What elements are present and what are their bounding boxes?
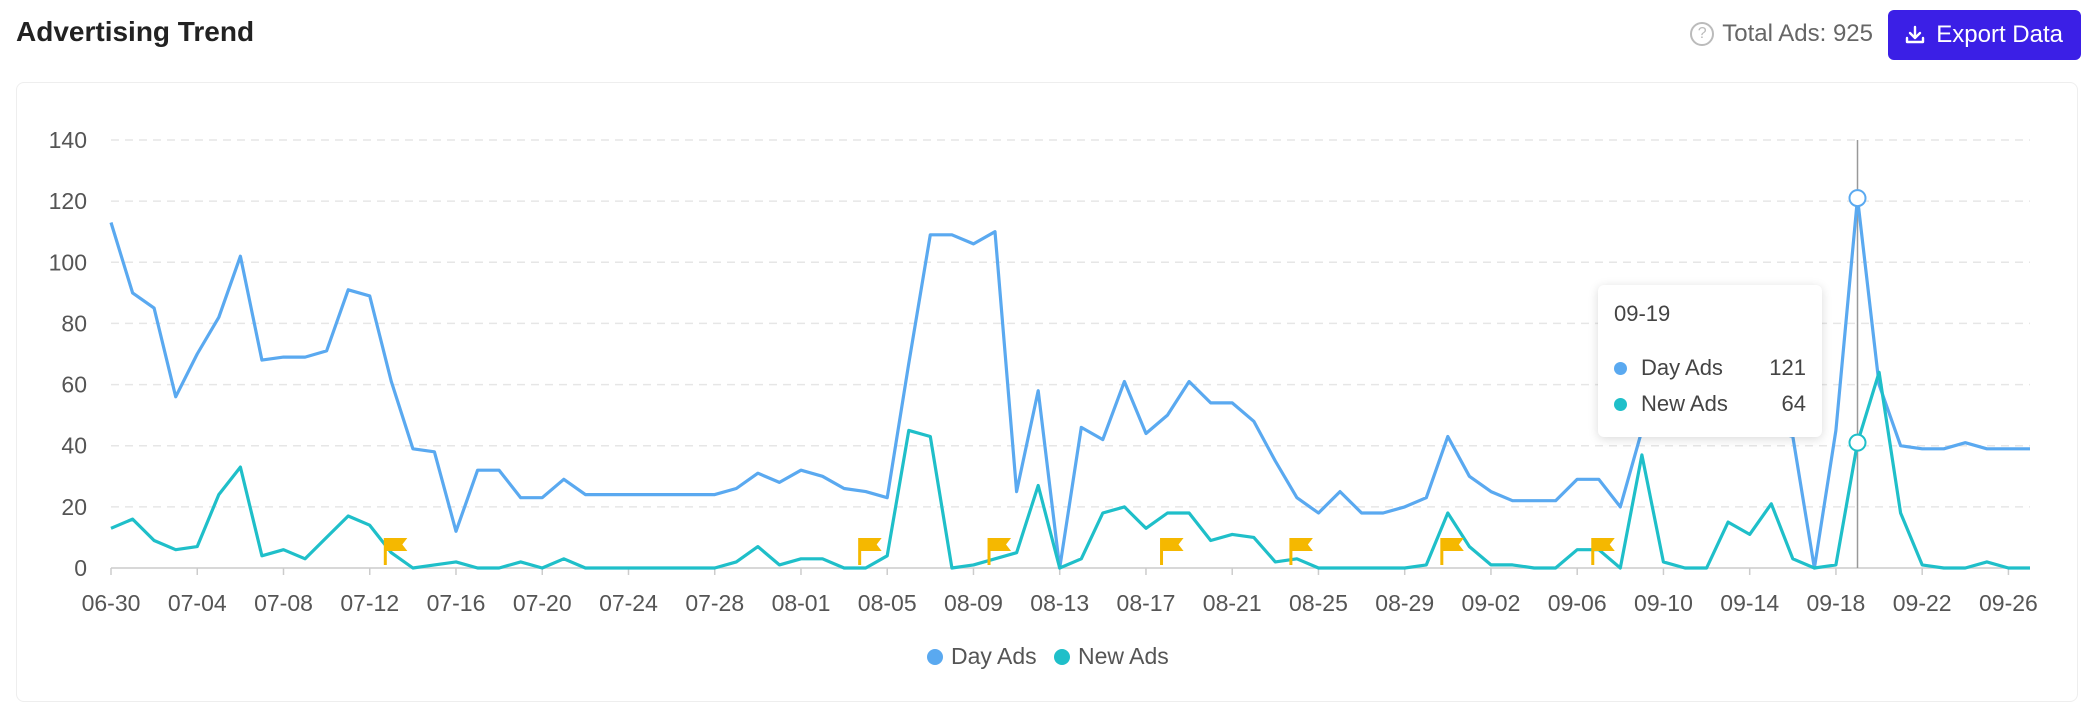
flag-markers [383,538,1615,565]
x-tick-label: 07-16 [427,590,486,616]
x-tick-label: 08-21 [1203,590,1262,616]
legend-item: New Ads [1054,643,1169,669]
total-ads: ? Total Ads: 925 [1690,20,1873,48]
flag-banner [1290,538,1313,551]
tooltip-row-new: New Ads 64 [1614,391,1806,417]
x-tick-label: 08-05 [858,590,917,616]
x-tick-label: 09-06 [1548,590,1607,616]
x-tick-label: 07-28 [685,590,744,616]
x-axis: 06-30 07-04 07-08 07-12 07-16 07-20 07-24 07-28… [82,568,2038,616]
x-tick-label: 08-13 [1030,590,1089,616]
series-line-new-ads [110,370,2030,570]
page-title: Advertising Trend [16,16,255,47]
tooltip-series-name: New Ads [1641,391,1728,416]
export-data-button[interactable]: Export Data [1888,10,2081,60]
x-tick-label: 07-12 [340,590,399,616]
x-tick-label: 07-04 [168,590,227,616]
x-tick-label: 09-26 [1979,590,2038,616]
flag-icon [1289,538,1313,565]
legend-label: Day Ads [951,643,1037,669]
legend-dot [1054,649,1070,665]
tooltip-series-name: Day Ads [1641,355,1723,380]
tooltip-date: 09-19 [1614,301,1671,326]
x-tick-label: 09-14 [1720,590,1779,616]
x-tick-label: 07-20 [513,590,572,616]
x-tick-label: 09-10 [1634,590,1693,616]
flag-icon [1591,538,1615,565]
y-tick-label: 100 [49,249,87,275]
x-tick-label: 09-22 [1893,590,1952,616]
hover-point [1848,189,1867,208]
y-tick-label: 0 [74,555,87,581]
tooltip-series-value: 121 [1769,355,1806,380]
x-tick-label: 07-08 [254,590,313,616]
y-tick-label: 140 [49,127,87,153]
total-ads-label: Total Ads: 925 [1722,20,1873,47]
tooltip-row-day: Day Ads 121 [1614,355,1806,381]
help-icon[interactable]: ? [1690,22,1715,46]
x-tick-label: 08-17 [1117,590,1176,616]
chart-tooltip: 09-19 Day Ads 121 New Ads 64 [1598,285,1822,437]
page-header: Advertising Trend ? Total Ads: 925 Expor… [0,0,2093,70]
flag-icon [1160,538,1184,565]
x-tick-label: 08-09 [944,590,1003,616]
y-axis: 0 20 40 60 80 100 120 140 [49,127,87,581]
download-icon [1906,25,1925,44]
flag-icon [987,538,1012,565]
legend-label: New Ads [1078,643,1169,669]
flag-icon [1440,538,1464,565]
x-tick-label: 09-18 [1807,590,1866,616]
hover-points [1848,189,1867,452]
y-tick-label: 60 [61,372,87,398]
y-tick-label: 40 [61,433,87,459]
x-tick-label: 07-24 [599,590,658,616]
flag-icon [383,538,408,565]
flag-banner [859,538,882,551]
chart-legend: Day Ads New Ads [927,643,1169,669]
legend-item: Day Ads [927,643,1037,669]
legend-dot [927,649,943,665]
flag-banner [989,538,1012,551]
flag-banner [1592,538,1615,551]
tooltip-series-value: 64 [1781,391,1806,416]
x-tick-label: 08-25 [1289,590,1348,616]
x-tick-label: 09-02 [1462,590,1521,616]
legend-dot [1614,397,1627,411]
y-tick-label: 20 [61,494,87,520]
flag-banner [1441,538,1464,551]
export-data-label: Export Data [1936,21,2063,48]
flag-icon [858,538,882,565]
flag-banner [385,538,408,551]
y-tick-label: 120 [49,188,87,214]
x-tick-label: 08-29 [1375,590,1434,616]
legend-dot [1614,361,1627,375]
flag-banner [1161,538,1184,551]
y-tick-label: 80 [61,310,87,336]
x-tick-label: 08-01 [772,590,831,616]
x-tick-label: 06-30 [82,590,141,616]
hover-point [1848,433,1867,452]
